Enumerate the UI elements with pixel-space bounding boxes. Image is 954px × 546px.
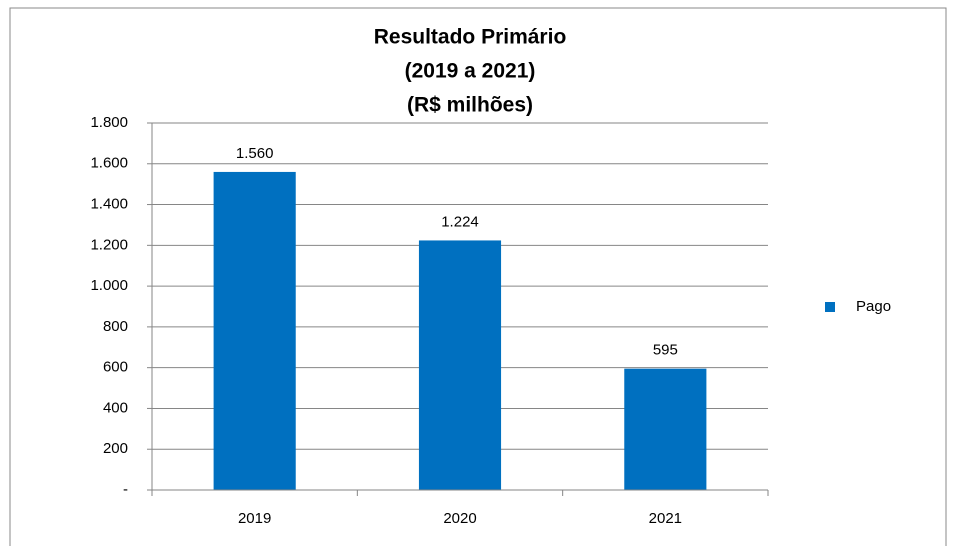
y-tick-label: - xyxy=(123,481,128,498)
data-label: 1.224 xyxy=(441,213,479,230)
y-tick-label: 1.800 xyxy=(90,114,128,131)
data-label: 595 xyxy=(653,342,678,359)
legend-swatch xyxy=(825,302,835,312)
y-tick-label: 200 xyxy=(103,440,128,457)
x-tick-label: 2020 xyxy=(443,510,476,527)
chart-title: (2019 a 2021) xyxy=(405,60,536,83)
y-tick-label: 1.000 xyxy=(90,277,128,294)
bar xyxy=(624,368,707,490)
y-tick-label: 600 xyxy=(103,359,128,376)
bar xyxy=(418,240,502,490)
x-tick-label: 2021 xyxy=(649,510,682,527)
data-label: 1.560 xyxy=(236,145,274,162)
y-tick-label: 1.200 xyxy=(90,236,128,253)
chart-title: (R$ milhões) xyxy=(407,94,533,117)
chart-title: Resultado Primário xyxy=(374,26,567,49)
y-tick-label: 800 xyxy=(103,318,128,335)
y-tick-label: 400 xyxy=(103,399,128,416)
y-tick-label: 1.600 xyxy=(90,155,128,172)
y-tick-label: 1.400 xyxy=(90,196,128,213)
legend-label: Pago xyxy=(856,298,891,315)
x-tick-label: 2019 xyxy=(238,510,271,527)
bar xyxy=(213,171,296,490)
